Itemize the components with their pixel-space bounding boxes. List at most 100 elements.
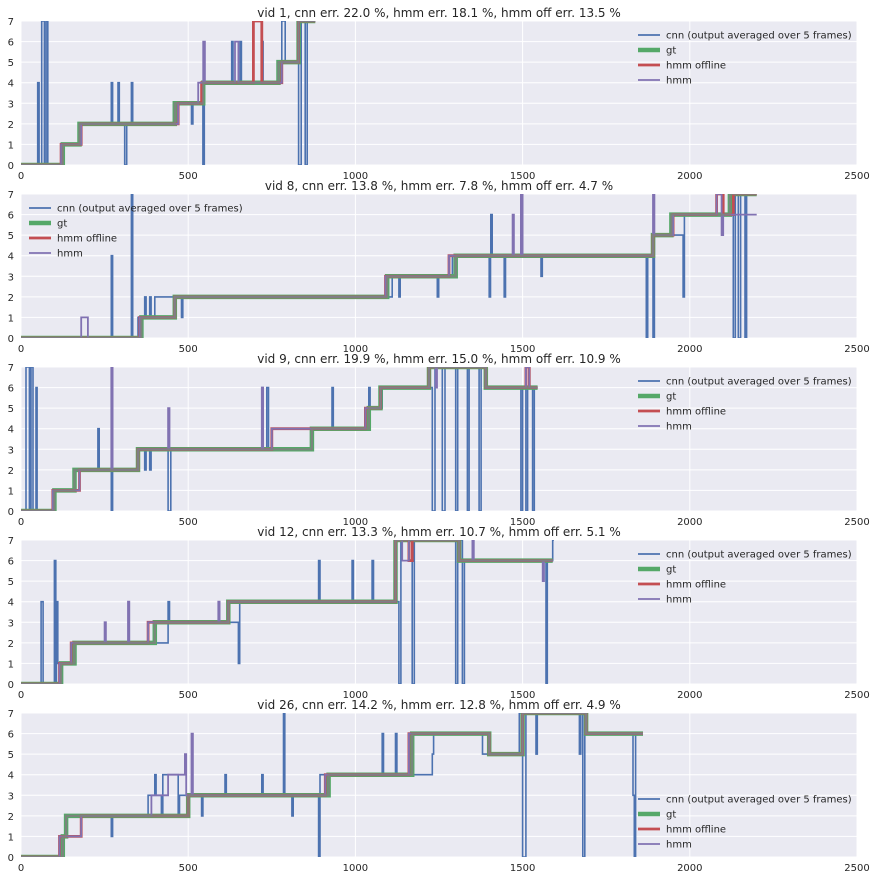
x-tick-label: 1000	[343, 517, 368, 528]
series-overlap-line	[21, 194, 757, 338]
series-line-hmm	[21, 21, 316, 165]
y-tick-label: 0	[8, 507, 14, 518]
subplot-2: 0 500 1000 1500 2000 2500 0 1 2 3 4 5 6 7 vid 8, cnn e…	[8, 179, 870, 355]
y-tick-label: 3	[8, 791, 14, 802]
x-tick-label: 0	[18, 171, 24, 182]
series-overlap-line	[21, 21, 316, 165]
legend-label-cnn: cnn (output averaged over 5 frames)	[666, 550, 852, 561]
legend-label-hmm: hmm	[666, 422, 692, 433]
y-tick-label: 4	[8, 252, 14, 263]
legend-label-hmm: hmm	[666, 840, 692, 851]
x-tick-label: 2000	[677, 171, 702, 182]
subplot-title: vid 12, cnn err. 13.3 %, hmm err. 10.7 %…	[257, 525, 621, 539]
y-tick-label: 4	[8, 598, 14, 609]
legend-label-hmm-offline: hmm offline	[666, 580, 726, 591]
y-tick-label: 6	[8, 211, 14, 222]
series-overlap-line	[21, 367, 538, 511]
legend: cnn (output averaged over 5 frames) gt hmm…	[638, 550, 852, 606]
subplot-title: vid 26, cnn err. 14.2 %, hmm err. 12.8 %…	[257, 698, 621, 712]
y-tick-label: 2	[8, 639, 14, 650]
x-tick-label: 2500	[844, 863, 869, 874]
legend-label-hmm-offline: hmm offline	[666, 61, 726, 72]
subplot-5: 0 500 1000 1500 2000 2500 0 1 2 3 4 5 6 7 vid 26, cnn …	[8, 698, 870, 874]
series-group	[21, 713, 643, 857]
y-tick-label: 4	[8, 771, 14, 782]
y-tick-label: 7	[8, 709, 14, 720]
y-tick-label: 1	[8, 313, 14, 324]
x-tick-label: 1500	[510, 171, 535, 182]
y-tick-label: 0	[8, 680, 14, 691]
y-tick-label: 1	[8, 832, 14, 843]
x-tick-label: 2500	[844, 690, 869, 701]
series-group	[21, 21, 316, 165]
legend-label-cnn: cnn (output averaged over 5 frames)	[666, 377, 852, 388]
y-tick-label: 3	[8, 618, 14, 629]
y-tick-label: 5	[8, 404, 14, 415]
plot-area	[21, 194, 857, 338]
y-tick-label: 2	[8, 120, 14, 131]
x-tick-label: 1000	[343, 344, 368, 355]
x-tick-label: 1000	[343, 171, 368, 182]
x-tick-label: 0	[18, 517, 24, 528]
x-tick-label: 0	[18, 344, 24, 355]
y-tick-label: 6	[8, 557, 14, 568]
y-tick-label: 5	[8, 750, 14, 761]
y-tick-label: 1	[8, 486, 14, 497]
x-tick-label: 1500	[510, 517, 535, 528]
legend: cnn (output averaged over 5 frames) gt hmm…	[29, 204, 243, 260]
x-tick-label: 500	[179, 690, 198, 701]
y-tick-label: 0	[8, 853, 14, 864]
y-tick-label: 2	[8, 293, 14, 304]
x-tick-label: 0	[18, 690, 24, 701]
series-overlap-line	[21, 540, 553, 684]
x-tick-label: 2000	[677, 344, 702, 355]
x-tick-label: 2000	[677, 517, 702, 528]
x-tick-label: 0	[18, 863, 24, 874]
x-tick-label: 1000	[343, 690, 368, 701]
y-tick-label: 1	[8, 140, 14, 151]
series-group	[21, 367, 538, 511]
y-tick-label: 6	[8, 730, 14, 741]
series-overlap-line	[21, 713, 643, 857]
x-tick-label: 2500	[844, 344, 869, 355]
y-tick-label: 6	[8, 384, 14, 395]
x-tick-label: 1500	[510, 344, 535, 355]
y-tick-label: 1	[8, 659, 14, 670]
plot-area	[21, 540, 857, 684]
x-tick-label: 2500	[844, 517, 869, 528]
y-tick-label: 3	[8, 272, 14, 283]
y-tick-label: 7	[8, 536, 14, 547]
y-tick-label: 7	[8, 190, 14, 201]
legend-label-hmm: hmm	[666, 595, 692, 606]
plot-area	[21, 713, 857, 857]
x-tick-label: 500	[179, 171, 198, 182]
subplot-title: vid 9, cnn err. 19.9 %, hmm err. 15.0 %,…	[257, 352, 621, 366]
legend-label-gt: gt	[666, 46, 676, 57]
legend-label-cnn: cnn (output averaged over 5 frames)	[666, 31, 852, 42]
y-tick-label: 6	[8, 38, 14, 49]
subplot-title: vid 1, cnn err. 22.0 %, hmm err. 18.1 %,…	[257, 6, 621, 20]
legend: cnn (output averaged over 5 frames) gt hmm…	[638, 377, 852, 433]
legend-label-cnn: cnn (output averaged over 5 frames)	[57, 204, 243, 215]
subplot-title: vid 8, cnn err. 13.8 %, hmm err. 7.8 %, …	[265, 179, 613, 193]
plot-area	[21, 21, 857, 165]
legend-label-gt: gt	[57, 219, 67, 230]
x-tick-label: 2500	[844, 171, 869, 182]
y-tick-label: 0	[8, 161, 14, 172]
x-tick-label: 2000	[677, 690, 702, 701]
series-group	[21, 540, 554, 684]
y-tick-label: 2	[8, 812, 14, 823]
y-tick-label: 5	[8, 577, 14, 588]
x-tick-label: 1500	[510, 690, 535, 701]
x-tick-label: 1000	[343, 863, 368, 874]
y-tick-label: 7	[8, 363, 14, 374]
y-tick-label: 2	[8, 466, 14, 477]
legend-label-hmm-offline: hmm offline	[666, 825, 726, 836]
legend-label-gt: gt	[666, 810, 676, 821]
x-tick-label: 2000	[677, 863, 702, 874]
legend-label-hmm: hmm	[666, 76, 692, 87]
legend-label-hmm-offline: hmm offline	[666, 407, 726, 418]
y-tick-label: 0	[8, 334, 14, 345]
legend-label-hmm-offline: hmm offline	[57, 234, 117, 245]
